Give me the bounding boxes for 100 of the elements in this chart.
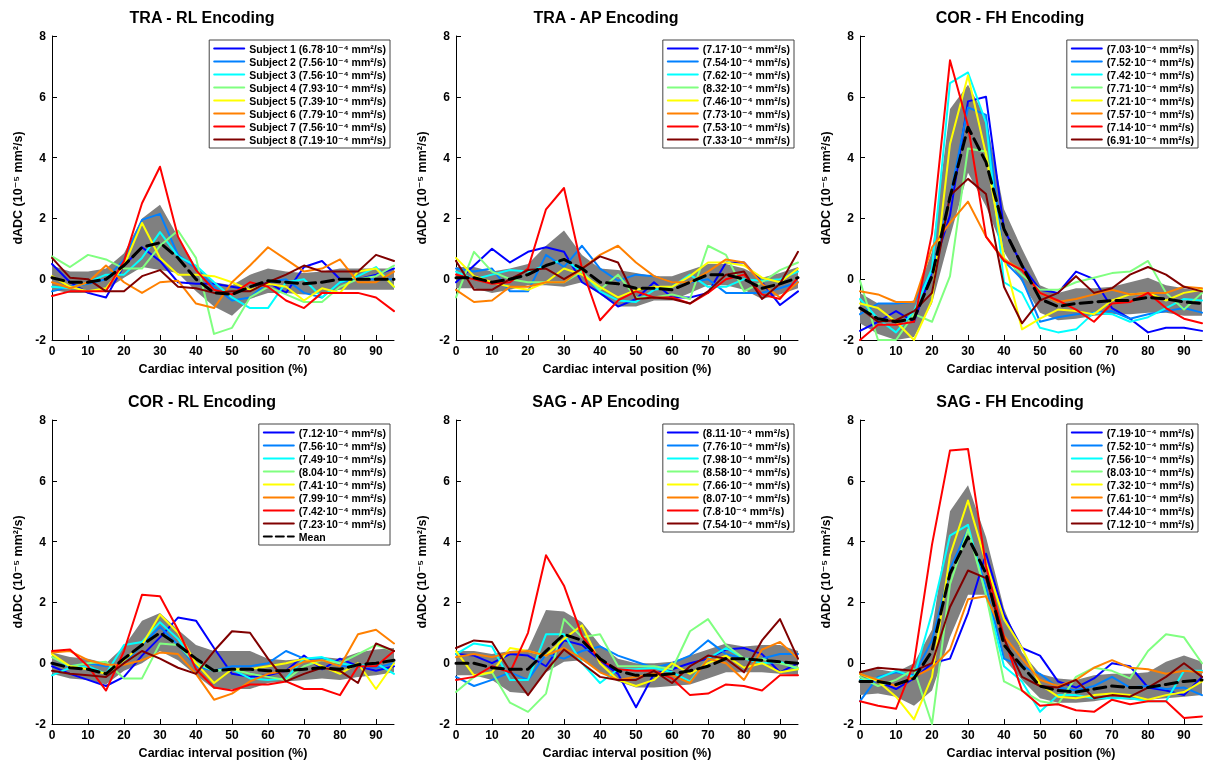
legend-label: (8.04·10⁻⁴ mm²/s): [298, 465, 386, 478]
line-series: [859, 595, 1203, 687]
legend-label: (6.91·10⁻⁴ mm²/s): [1106, 133, 1194, 146]
x-tick-label: 0: [48, 344, 56, 358]
x-tick-label: 90: [773, 728, 787, 742]
y-tick-label: 8: [847, 413, 855, 427]
y-tick-label: -2: [843, 717, 855, 731]
y-axis-title: dADC (10⁻⁵ mm²/s): [10, 515, 25, 629]
x-tick-label: 30: [557, 728, 571, 742]
y-tick-label: 0: [39, 272, 47, 287]
x-tick-label: 50: [225, 344, 239, 358]
x-tick-label: 50: [1033, 344, 1047, 358]
y-tick-label: 0: [443, 656, 451, 671]
x-tick-label: 50: [1033, 728, 1047, 742]
y-tick-label: 0: [39, 656, 47, 671]
x-tick-label: 20: [117, 344, 131, 358]
y-tick-label: 2: [847, 595, 855, 610]
x-tick-label: 80: [1141, 728, 1155, 742]
line-series: [455, 618, 799, 713]
legend-label: (7.99·10⁻⁴ mm²/s): [298, 491, 386, 504]
x-tick-label: 10: [81, 728, 95, 742]
y-tick-label: 2: [847, 211, 855, 226]
y-tick-label: 6: [443, 89, 451, 104]
legend-label: Mean: [298, 530, 326, 543]
legend-label: (7.14·10⁻⁴ mm²/s): [1106, 120, 1194, 133]
y-tick-label: 8: [847, 29, 855, 43]
y-tick-label: 8: [39, 413, 47, 427]
legend-label: (7.98·10⁻⁴ mm²/s): [702, 452, 790, 465]
legend-label: (7.71·10⁻⁴ mm²/s): [1106, 81, 1194, 94]
line-series: [51, 630, 395, 684]
y-tick-label: 6: [39, 473, 47, 488]
y-tick-label: 4: [39, 150, 47, 165]
x-tick-label: 90: [1177, 728, 1191, 742]
line-series: [51, 165, 395, 313]
legend-label: (7.32·10⁻⁴ mm²/s): [1106, 478, 1194, 491]
x-tick-label: 70: [1105, 344, 1119, 358]
line-series: [454, 632, 800, 677]
y-tick-label: 6: [39, 89, 47, 104]
y-tick-label: 8: [39, 29, 47, 43]
legend-label: (7.52·10⁻⁴ mm²/s): [1106, 55, 1194, 68]
x-axis-title: Cardiac interval position (%): [946, 745, 1116, 760]
line-series: [51, 229, 395, 335]
x-tick-label: 90: [369, 344, 383, 358]
x-tick-label: 0: [856, 344, 864, 358]
chart-title: TRA - RL Encoding: [129, 8, 275, 26]
legend-label: (7.66·10⁻⁴ mm²/s): [702, 478, 790, 491]
legend-label: (8.11·10⁻⁴ mm²/s): [702, 426, 790, 439]
legend-label: (7.42·10⁻⁴ mm²/s): [1106, 68, 1194, 81]
line-series: [455, 187, 799, 322]
y-tick-label: -2: [439, 333, 451, 347]
y-tick-label: 8: [443, 29, 451, 43]
y-tick-label: 4: [39, 534, 47, 549]
legend-label: (7.53·10⁻⁴ mm²/s): [702, 120, 790, 133]
legend-label: (7.8·10⁻⁴ mm²/s): [702, 504, 785, 517]
x-tick-label: 20: [521, 344, 535, 358]
legend-label: (7.33·10⁻⁴ mm²/s): [702, 133, 790, 146]
line-series: [51, 593, 395, 697]
legend-label: Subject 7 (7.56·10⁻⁴ mm²/s): [249, 120, 387, 133]
legend-label: (7.46·10⁻⁴ mm²/s): [702, 94, 790, 107]
y-tick-label: 0: [847, 656, 855, 671]
x-tick-label: 80: [737, 728, 751, 742]
line-series: [454, 257, 800, 292]
y-tick-label: 6: [847, 89, 855, 104]
x-axis-title: Cardiac interval position (%): [946, 361, 1116, 376]
chart-title: COR - RL Encoding: [127, 392, 277, 410]
legend-label: (7.23·10⁻⁴ mm²/s): [298, 517, 386, 530]
x-axis-title: Cardiac interval position (%): [542, 361, 712, 376]
x-tick-label: 10: [485, 728, 499, 742]
line-series: [455, 554, 799, 697]
x-tick-label: 0: [48, 728, 56, 742]
x-tick-label: 20: [521, 728, 535, 742]
y-tick-label: 8: [443, 413, 451, 427]
line-series: [51, 628, 395, 701]
legend-label: (7.61·10⁻⁴ mm²/s): [1106, 491, 1194, 504]
x-tick-label: 10: [81, 344, 95, 358]
x-tick-label: 70: [297, 728, 311, 742]
y-axis-title: dADC (10⁻⁵ mm²/s): [10, 131, 25, 245]
y-tick-label: 6: [443, 473, 451, 488]
y-axis-title: dADC (10⁻⁵ mm²/s): [414, 131, 429, 245]
x-tick-label: 60: [1069, 344, 1083, 358]
x-tick-label: 40: [593, 728, 607, 742]
legend-label: (7.49·10⁻⁴ mm²/s): [298, 452, 386, 465]
x-tick-label: 0: [452, 728, 460, 742]
legend-label: (7.03·10⁻⁴ mm²/s): [1106, 42, 1194, 55]
legend-label: Subject 1 (6.78·10⁻⁴ mm²/s): [249, 42, 387, 55]
line-series: [455, 624, 799, 687]
x-tick-label: 90: [369, 728, 383, 742]
x-tick-label: 40: [997, 728, 1011, 742]
legend-label: Subject 3 (7.56·10⁻⁴ mm²/s): [249, 68, 387, 81]
y-tick-label: 2: [443, 595, 451, 610]
x-tick-label: 80: [1141, 344, 1155, 358]
legend-label: (7.52·10⁻⁴ mm²/s): [1106, 439, 1194, 452]
x-tick-label: 70: [701, 728, 715, 742]
x-tick-label: 20: [925, 344, 939, 358]
x-axis-title: Cardiac interval position (%): [138, 745, 308, 760]
legend-label: (7.73·10⁻⁴ mm²/s): [702, 107, 790, 120]
legend-label: (7.44·10⁻⁴ mm²/s): [1106, 504, 1194, 517]
chart-title: SAG - AP Encoding: [532, 392, 680, 410]
legend-label: (7.12·10⁻⁴ mm²/s): [298, 426, 386, 439]
y-axis-title: dADC (10⁻⁵ mm²/s): [818, 131, 833, 245]
